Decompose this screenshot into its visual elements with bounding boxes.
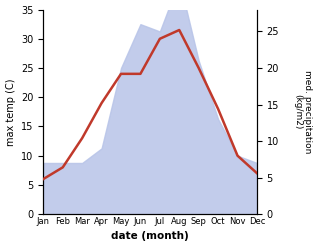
Y-axis label: med. precipitation
(kg/m2): med. precipitation (kg/m2) — [293, 70, 313, 154]
Y-axis label: max temp (C): max temp (C) — [5, 78, 16, 145]
X-axis label: date (month): date (month) — [111, 231, 189, 242]
